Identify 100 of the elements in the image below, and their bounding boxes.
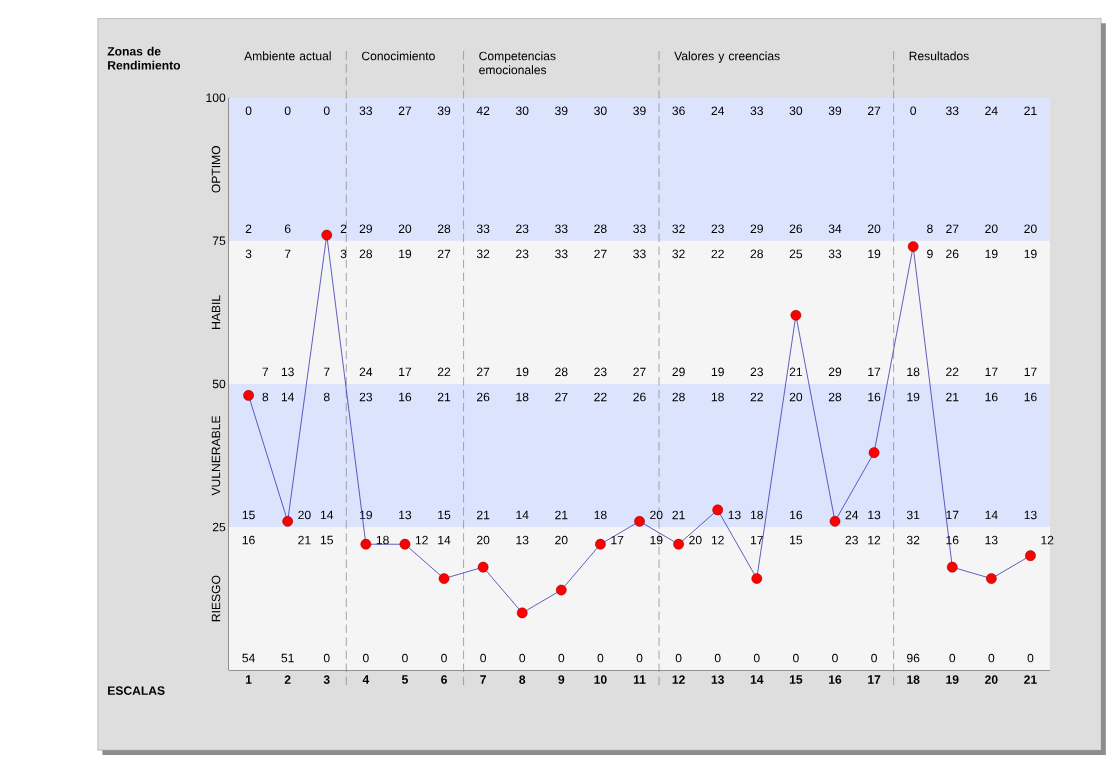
- annotation: 0: [753, 654, 760, 663]
- annotation: 0: [636, 654, 643, 663]
- annotation: 20: [555, 536, 568, 545]
- x-tick-label: 21: [1024, 675, 1037, 684]
- annotation: 18: [594, 510, 607, 520]
- annotation: 17: [611, 536, 624, 545]
- annotation: 33: [476, 224, 490, 234]
- point: [712, 504, 724, 516]
- annotation: 12: [1041, 536, 1054, 545]
- annotation: 0: [284, 106, 291, 116]
- annotation: 28: [828, 392, 842, 402]
- annotation: 22: [437, 367, 451, 377]
- annotation: 3: [245, 249, 252, 259]
- annotation: 15: [242, 510, 255, 520]
- annotation: 28: [750, 249, 763, 259]
- annotation: 54: [242, 654, 255, 663]
- point: [282, 516, 293, 527]
- annotation: 13: [399, 510, 412, 520]
- text: Ambiente actual: [244, 51, 331, 61]
- annotation: 34: [828, 224, 842, 234]
- annotation: 15: [790, 536, 803, 545]
- annotation: 36: [672, 106, 685, 116]
- x-tick-label: 3: [323, 675, 330, 685]
- annotation: 20: [477, 536, 490, 545]
- annotation: 0: [519, 654, 526, 663]
- annotation: 23: [359, 392, 373, 402]
- x-tick-label: 6: [441, 675, 447, 685]
- y-axis-title: Zonas de Rendimiento: [107, 46, 181, 70]
- point: [243, 390, 254, 401]
- annotation: 0: [245, 106, 252, 116]
- annotation: 31: [906, 510, 920, 520]
- annotation: 2: [245, 224, 252, 234]
- annotation: 22: [594, 392, 607, 402]
- annotation: 8: [927, 224, 933, 234]
- x-tick-label: 17: [868, 675, 881, 684]
- band-label: RIESGO: [211, 575, 221, 622]
- annotation: 20: [867, 224, 881, 234]
- band-label: OPTIMO: [211, 146, 221, 193]
- annotation: 12: [711, 536, 724, 545]
- y-tick-label: 75: [212, 236, 226, 246]
- annotation: 2: [340, 224, 347, 234]
- annotation: 19: [907, 392, 920, 402]
- annotation: 0: [362, 654, 369, 663]
- annotation: 17: [946, 511, 959, 520]
- annotation: 17: [750, 536, 763, 545]
- annotation: 6: [284, 224, 291, 234]
- annotation: 24: [359, 367, 373, 377]
- annotation: 16: [399, 392, 412, 402]
- annotation: 0: [949, 654, 956, 663]
- point: [321, 230, 333, 241]
- annotation: 33: [555, 224, 568, 234]
- annotation: 23: [750, 367, 763, 377]
- annotation: 13: [985, 536, 998, 545]
- annotation: 7: [262, 367, 269, 377]
- annotation: 33: [633, 249, 646, 259]
- x-tick-label: 7: [480, 675, 486, 684]
- annotation: 7: [324, 367, 330, 377]
- annotation: 27: [555, 392, 568, 402]
- annotation: 30: [789, 106, 803, 116]
- annotation: 39: [828, 106, 842, 116]
- annotation: 22: [711, 249, 724, 259]
- annotation: 0: [675, 654, 682, 663]
- annotation: 17: [1024, 367, 1037, 377]
- annotation: 28: [437, 224, 451, 234]
- annotation: 33: [750, 106, 763, 116]
- annotation: 28: [672, 392, 685, 402]
- annotation: 27: [633, 367, 646, 377]
- point: [516, 607, 528, 619]
- annotation: 23: [845, 536, 858, 545]
- annotation: 22: [946, 367, 959, 377]
- annotation: 33: [946, 106, 959, 116]
- annotation: 0: [988, 654, 995, 663]
- annotation: 29: [750, 224, 763, 234]
- annotation: 27: [398, 106, 412, 116]
- point: [946, 562, 958, 573]
- annotation: 14: [281, 393, 295, 402]
- annotation: 22: [750, 392, 763, 402]
- annotation: 33: [633, 224, 646, 234]
- annotation: 28: [594, 224, 607, 234]
- annotation: 29: [672, 367, 685, 377]
- annotation: 28: [359, 249, 373, 259]
- annotation: 26: [789, 224, 803, 234]
- annotation: 13: [728, 510, 741, 520]
- band-label: VULNERABLE: [211, 416, 221, 496]
- x-tick-label: 8: [519, 675, 526, 685]
- annotation: 0: [323, 106, 330, 116]
- annotation: 32: [906, 536, 920, 545]
- annotation: 15: [438, 510, 451, 520]
- annotation: 32: [476, 249, 490, 259]
- y-tick-label: 100: [206, 93, 226, 103]
- annotation: 21: [1024, 106, 1037, 116]
- x-tick-label: 1: [245, 675, 252, 684]
- annotation: 23: [516, 249, 529, 259]
- point: [829, 516, 841, 527]
- point: [595, 539, 606, 550]
- x-tick-label: 15: [789, 675, 803, 684]
- annotation: 15: [320, 536, 333, 545]
- annotation: 0: [597, 654, 604, 663]
- annotation: 51: [281, 654, 294, 663]
- x-tick-label: 16: [829, 675, 842, 685]
